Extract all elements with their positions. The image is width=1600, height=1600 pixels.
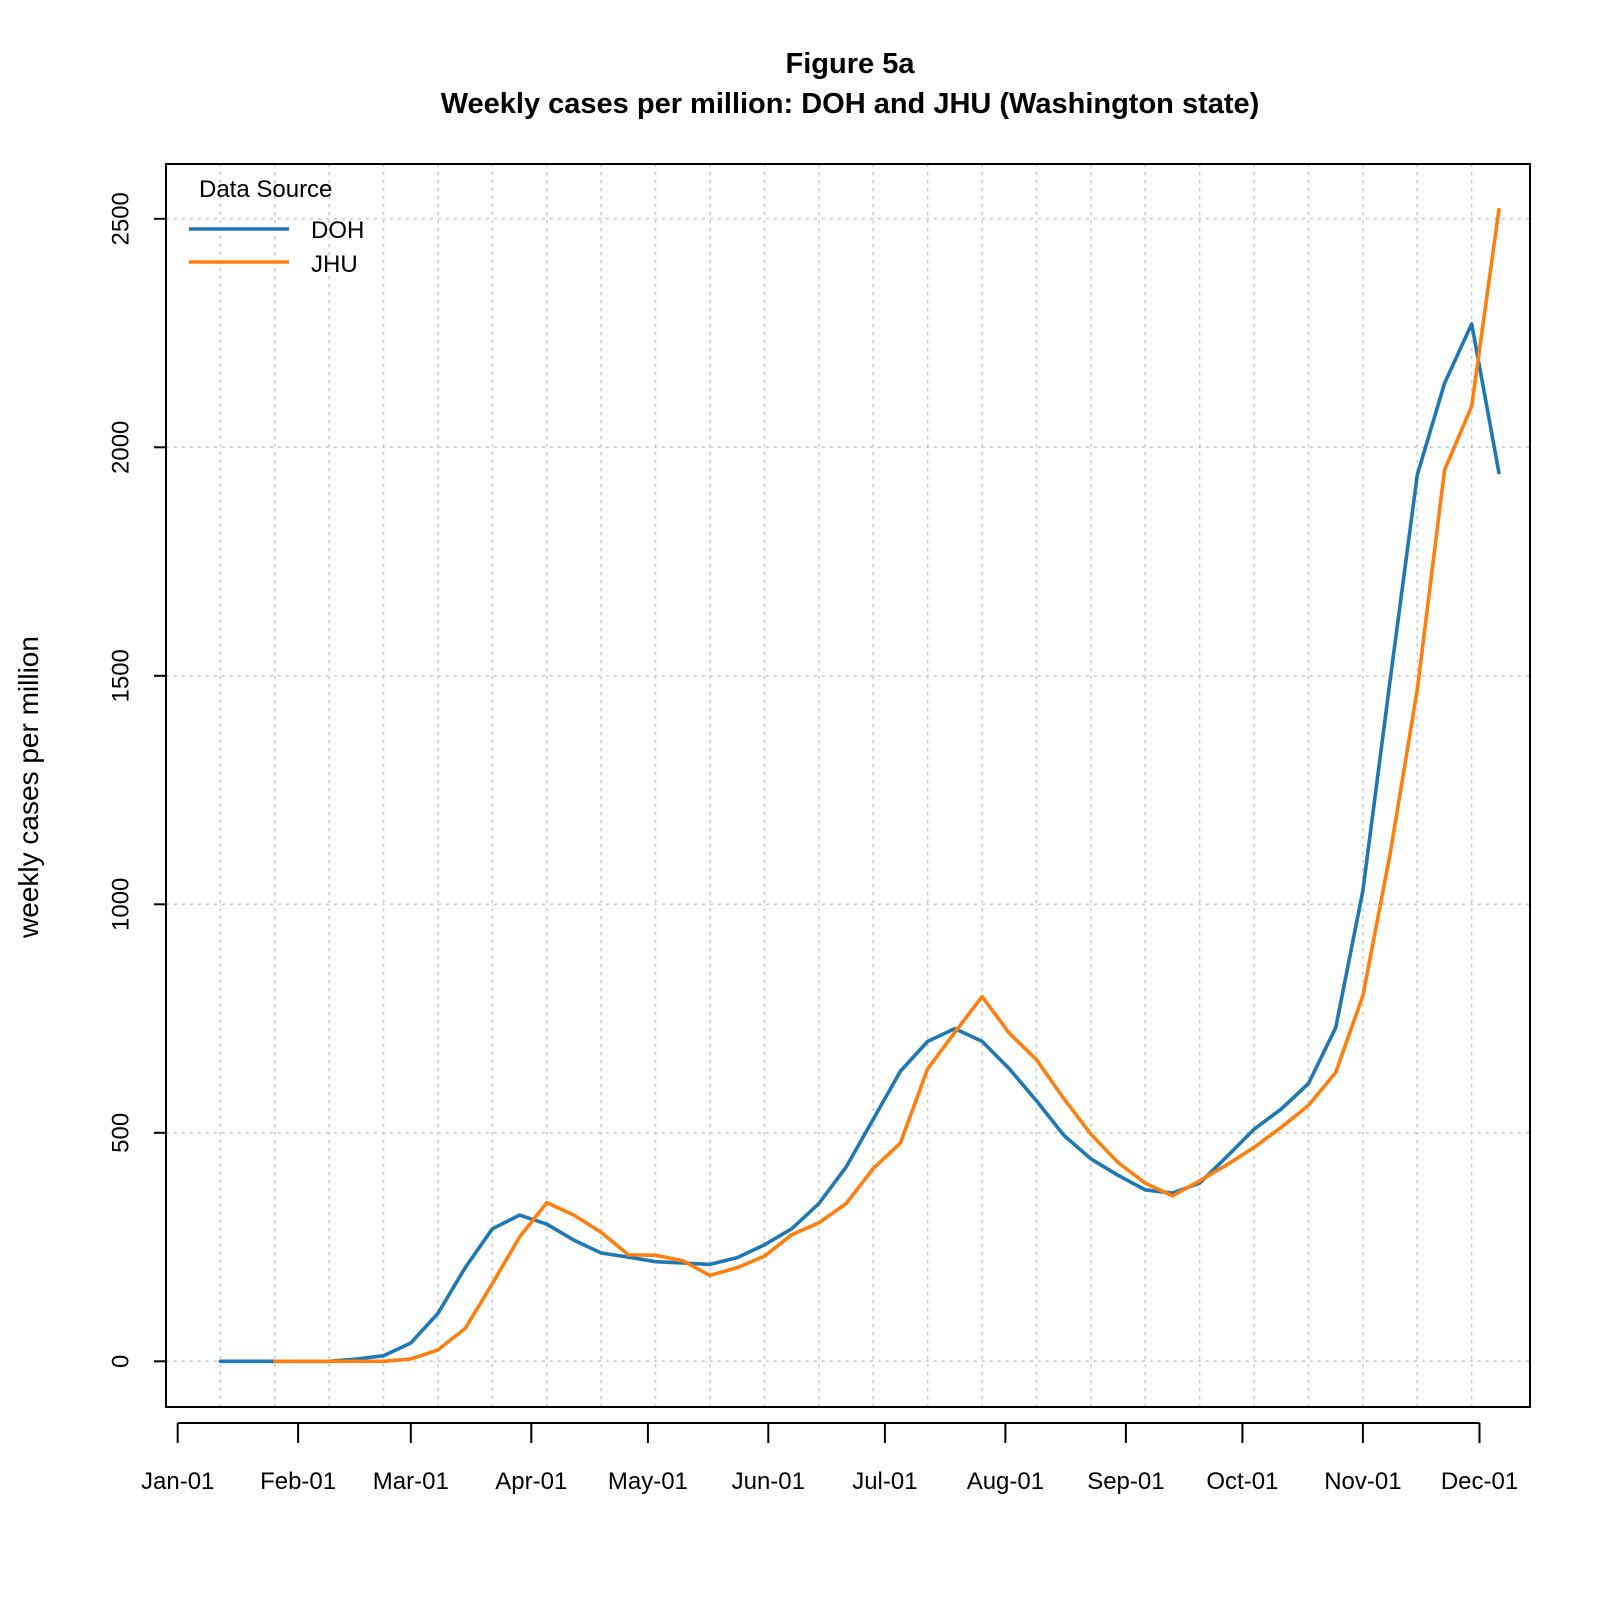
series-group	[218, 207, 1501, 1364]
y-tick-label: 500	[107, 1113, 134, 1153]
y-tick-label: 1000	[107, 878, 134, 931]
chart-subtitle: Weekly cases per million: DOH and JHU (W…	[441, 88, 1260, 120]
x-tick-label: Sep-01	[1087, 1468, 1164, 1495]
plot-frame	[165, 163, 1531, 1408]
y-axis: 0 500 1000 1500 2000 2500	[107, 192, 166, 1368]
series-line-jhu	[272, 207, 1501, 1364]
legend-title: Data Source	[199, 176, 332, 203]
x-tick-label: Dec-01	[1441, 1468, 1518, 1495]
series-line-doh	[218, 322, 1501, 1364]
y-tick-label: 2500	[107, 192, 134, 245]
x-tick-label: Jun-01	[732, 1468, 805, 1495]
legend-label-doh: DOH	[311, 217, 364, 244]
x-tick-label: Aug-01	[967, 1468, 1044, 1495]
legend-label-jhu: JHU	[311, 251, 358, 278]
x-tick-label: Oct-01	[1206, 1468, 1278, 1495]
x-tick-label: Nov-01	[1324, 1468, 1401, 1495]
legend: Data Source DOH JHU	[189, 176, 364, 278]
x-tick-label: Apr-01	[495, 1468, 567, 1495]
y-tick-label: 1500	[107, 649, 134, 702]
x-axis: Jan-01 Feb-01 Mar-01 Apr-01 May-01 Jun-01 Jul-…	[141, 1422, 1518, 1495]
x-tick-label: May-01	[608, 1468, 688, 1495]
x-tick-label: Jan-01	[141, 1468, 214, 1495]
x-tick-label: Mar-01	[373, 1468, 449, 1495]
x-tick-label: Jul-01	[852, 1468, 917, 1495]
chart-title: Figure 5a	[786, 48, 916, 80]
y-tick-label: 2000	[107, 421, 134, 474]
y-axis-label: weekly cases per million	[13, 636, 44, 939]
grid	[166, 164, 1530, 1407]
y-tick-label: 0	[107, 1355, 134, 1368]
x-tick-label: Feb-01	[260, 1468, 336, 1495]
